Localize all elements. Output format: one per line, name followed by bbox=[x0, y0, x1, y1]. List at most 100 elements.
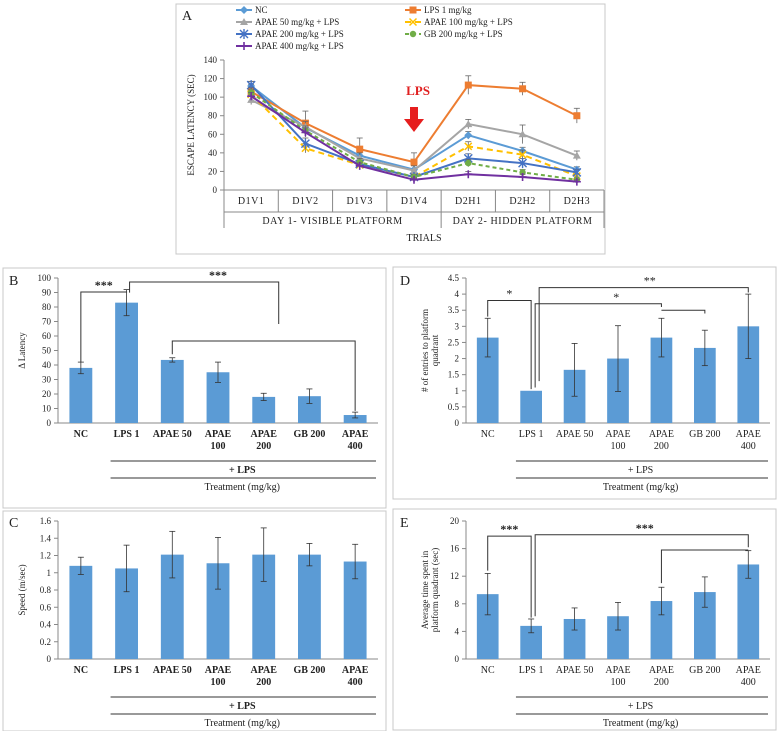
panel-d-x-tick-label: NC bbox=[481, 429, 495, 440]
panel-c-label: C bbox=[9, 516, 18, 531]
panel-e-x-tick-label: 400 bbox=[741, 677, 756, 688]
panel-b-x-tick-label: APAE bbox=[250, 429, 277, 440]
panel-a-series-4-point bbox=[572, 167, 582, 178]
panel-a-series-6-point bbox=[464, 170, 473, 179]
panel-b-y-tick-label: 30 bbox=[42, 375, 52, 385]
panel-d-x-tick-label: APAE bbox=[736, 429, 761, 440]
legend-swatch-marker bbox=[239, 29, 249, 39]
panel-e-y-title: platform quadrant (sec) bbox=[430, 548, 440, 632]
panel-a-series-0-point bbox=[464, 131, 473, 140]
panel-a-series-1-point bbox=[573, 112, 581, 120]
panel-e-bar bbox=[607, 616, 629, 659]
legend-entry-label: APAE 50 mg/kg + LPS bbox=[255, 17, 339, 27]
panel-d-y-tick-label: 3.5 bbox=[448, 305, 460, 315]
panel-d-sig-bracket bbox=[534, 303, 662, 388]
panel-a-series-6-point bbox=[247, 92, 256, 101]
panel-d-x-tick-label: APAE 50 bbox=[556, 429, 594, 440]
panel-b-x-tick-label: GB 200 bbox=[293, 429, 325, 440]
panel-d-bar bbox=[650, 337, 673, 423]
panel-c-x-tick-label: GB 200 bbox=[293, 665, 325, 676]
panel-a-y-tick-label: 40 bbox=[208, 148, 218, 158]
panel-c-x-tick-label: APAE 50 bbox=[153, 665, 192, 676]
panel-a-series-6-point bbox=[355, 161, 364, 170]
panel-e-bar bbox=[520, 625, 542, 659]
panel-a-series-4-point bbox=[300, 138, 310, 149]
panel-a-series-3-point bbox=[464, 142, 473, 151]
panel-e-sig-bracket bbox=[487, 535, 532, 618]
panel-d-bar bbox=[694, 347, 716, 423]
panel-d-sig-bracket bbox=[661, 309, 706, 314]
panel-e-sig-label: *** bbox=[636, 521, 654, 535]
panel-a-x-tick-label: D1V4 bbox=[401, 196, 427, 207]
panel-d-y-title: # of entries to platform bbox=[420, 309, 430, 392]
panel-a-series-5-point bbox=[465, 159, 472, 167]
panel-a-group-label: DAY 2- HIDDEN PLATFORM bbox=[453, 216, 593, 227]
panel-d-x-tick-label: 400 bbox=[741, 441, 756, 452]
panel-a-y-title: ESCAPE LATENCY (SEC) bbox=[186, 74, 196, 175]
panel-a-x-tick-label: D1V3 bbox=[346, 196, 372, 207]
panel-c-x-tick-label: 100 bbox=[211, 677, 226, 688]
panel-a-lps-arrow-head bbox=[404, 119, 424, 132]
panel-b-y-tick-label: 50 bbox=[42, 346, 52, 356]
panel-a-x-tick-label: D2H1 bbox=[455, 196, 481, 207]
panel-a-lps-arrow-shaft bbox=[410, 107, 418, 119]
panel-b-bar bbox=[343, 415, 367, 423]
panel-e-y-tick-label: 16 bbox=[450, 544, 460, 554]
panel-b-frame bbox=[2, 267, 387, 509]
panel-b-y-tick-label: 60 bbox=[42, 331, 52, 341]
legend-entry-label: APAE 100 mg/kg + LPS bbox=[424, 17, 513, 27]
panel-c-bar bbox=[69, 565, 93, 659]
panel-b-label: B bbox=[9, 274, 18, 289]
legend-swatch-marker bbox=[240, 18, 248, 25]
panel-d-y-tick-label: 1 bbox=[455, 386, 460, 396]
panel-e-x-tick-label: 100 bbox=[611, 677, 626, 688]
panel-a-y-tick-label: 120 bbox=[204, 74, 218, 84]
panel-e-x-tick-label: APAE 50 bbox=[556, 665, 594, 676]
panel-d-y-tick-label: 0 bbox=[455, 418, 460, 428]
panel-c-y-tick-label: 1.4 bbox=[40, 533, 52, 543]
panel-b-bar bbox=[69, 367, 93, 423]
panel-b-x-tick-label: NC bbox=[74, 429, 88, 440]
legend-entry-label: APAE 400 mg/kg + LPS bbox=[255, 41, 344, 51]
panel-b-x-tick-label: APAE bbox=[342, 429, 369, 440]
legend-entry-label: LPS 1 mg/kg bbox=[424, 5, 472, 15]
panel-b-x-tick-label: 100 bbox=[211, 441, 226, 452]
panel-c-frame bbox=[2, 510, 387, 731]
panel-d-y-title: quadrant bbox=[430, 334, 440, 366]
panel-c-x-tick-label: 200 bbox=[256, 677, 271, 688]
panel-d-x-title: Treatment (mg/kg) bbox=[603, 482, 678, 493]
panel-b-bar bbox=[252, 396, 276, 423]
panel-b-y-tick-label: 0 bbox=[47, 418, 52, 428]
panel-d-x-tick-label: LPS 1 bbox=[519, 429, 544, 440]
panel-a-x-tick-label: D1V2 bbox=[292, 196, 318, 207]
panel-d-y-tick-label: 4.5 bbox=[448, 273, 460, 283]
panel-d-sig-bracket bbox=[487, 300, 532, 390]
legend-entry-label: APAE 200 mg/kg + LPS bbox=[255, 29, 344, 39]
panel-a-series-6-point bbox=[410, 175, 418, 184]
panel-e-bar bbox=[476, 594, 499, 659]
panel-b-y-tick-label: 100 bbox=[38, 273, 52, 283]
panel-d-bar bbox=[520, 390, 542, 423]
legend-swatch-marker bbox=[240, 6, 248, 14]
panel-a-x-tick-label: D1V1 bbox=[238, 196, 264, 207]
legend-entry-label: GB 200 mg/kg + LPS bbox=[424, 29, 503, 39]
panel-d-y-tick-label: 2.5 bbox=[448, 337, 460, 347]
panel-d-x-tick-label: APAE bbox=[605, 429, 630, 440]
panel-c-y-tick-label: 0.8 bbox=[40, 585, 52, 595]
panel-d-sig-label: ** bbox=[644, 274, 656, 288]
panel-e-sig-label: *** bbox=[500, 522, 518, 536]
panel-e-y-tick-label: 20 bbox=[450, 516, 460, 526]
panel-b-x-tick-label: LPS 1 bbox=[114, 429, 140, 440]
panel-a-series-2-point bbox=[464, 120, 473, 128]
panel-a-series-6-point bbox=[518, 173, 527, 181]
legend-entry-label: NC bbox=[255, 5, 268, 15]
panel-a-y-tick-label: 20 bbox=[208, 166, 218, 176]
panel-c-lps-group-label: + LPS bbox=[229, 701, 256, 712]
panel-c-bar bbox=[343, 561, 367, 659]
panel-b-x-tick-label: 200 bbox=[256, 441, 271, 452]
panel-a-series-2-point bbox=[518, 130, 527, 138]
panel-e-bar bbox=[694, 592, 716, 659]
panel-d-y-tick-label: 0.5 bbox=[448, 402, 460, 412]
panel-e-x-tick-label: NC bbox=[481, 665, 495, 676]
panel-c-y-tick-label: 0.6 bbox=[40, 602, 52, 612]
